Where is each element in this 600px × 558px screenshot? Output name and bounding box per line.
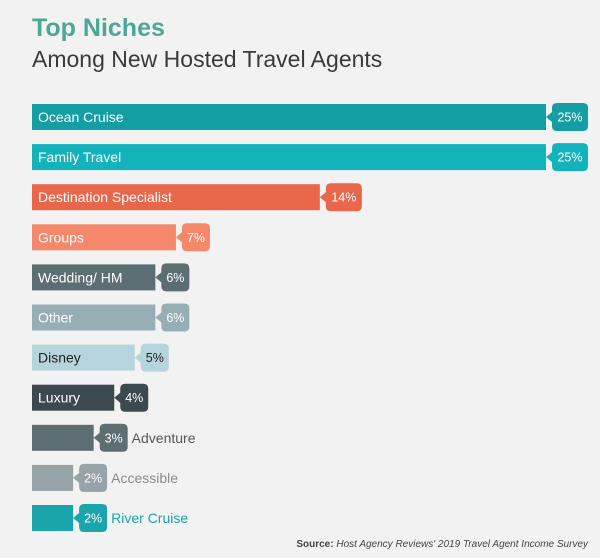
- value-tag: [73, 463, 108, 492]
- value-tag: [155, 263, 190, 292]
- value-label: 2%: [84, 512, 102, 526]
- value-label: 25%: [557, 151, 582, 165]
- bar-adventure: [32, 424, 94, 451]
- bar-wedding-hm: [32, 264, 156, 291]
- value-tag: [134, 343, 169, 372]
- bar-disney: [32, 344, 135, 371]
- value-tag: [319, 183, 362, 212]
- bar-river-cruise: [32, 505, 74, 531]
- value-label: 3%: [105, 431, 123, 445]
- value-tag: [546, 143, 588, 172]
- value-tag: [93, 423, 128, 452]
- category-label: Destination Specialist: [38, 189, 172, 205]
- bar-accessible: [32, 464, 74, 491]
- chart-subtitle: Among New Hosted Travel Agents: [32, 46, 383, 72]
- value-tag: [155, 303, 190, 332]
- bar-groups: [32, 224, 176, 251]
- category-label: Luxury: [38, 390, 80, 406]
- bar-luxury: [32, 384, 115, 411]
- value-tag: [114, 383, 149, 412]
- category-label: Disney: [38, 350, 81, 366]
- bar-family-travel: [32, 144, 546, 171]
- category-label: Accessible: [111, 470, 178, 486]
- category-label: Groups: [38, 229, 84, 245]
- value-label: 7%: [187, 231, 205, 245]
- bar-other: [32, 304, 156, 331]
- value-tag: [175, 223, 210, 252]
- value-label: 25%: [557, 111, 582, 125]
- value-label: 14%: [331, 191, 356, 205]
- value-label: 6%: [166, 271, 184, 285]
- value-label: 4%: [125, 391, 143, 405]
- chart-title: Top Niches: [32, 14, 165, 42]
- source-text: Host Agency Reviews' 2019 Travel Agent I…: [336, 539, 588, 550]
- source-label: Source:: [296, 539, 334, 550]
- value-label: 2%: [84, 471, 102, 485]
- category-label: Wedding/ HM: [38, 269, 123, 285]
- value-tag: [546, 103, 588, 131]
- category-label: Ocean Cruise: [38, 109, 124, 125]
- category-label: Family Travel: [38, 149, 121, 165]
- source-note: Source: Host Agency Reviews' 2019 Travel…: [296, 539, 588, 550]
- value-label: 6%: [166, 311, 184, 325]
- bar-destination-specialist: [32, 184, 320, 211]
- category-label: Other: [38, 310, 73, 326]
- category-label: Adventure: [132, 430, 196, 446]
- value-tag: [73, 504, 108, 532]
- value-label: 5%: [146, 351, 164, 365]
- bar-ocean-cruise: [32, 104, 546, 130]
- category-label: River Cruise: [111, 510, 188, 526]
